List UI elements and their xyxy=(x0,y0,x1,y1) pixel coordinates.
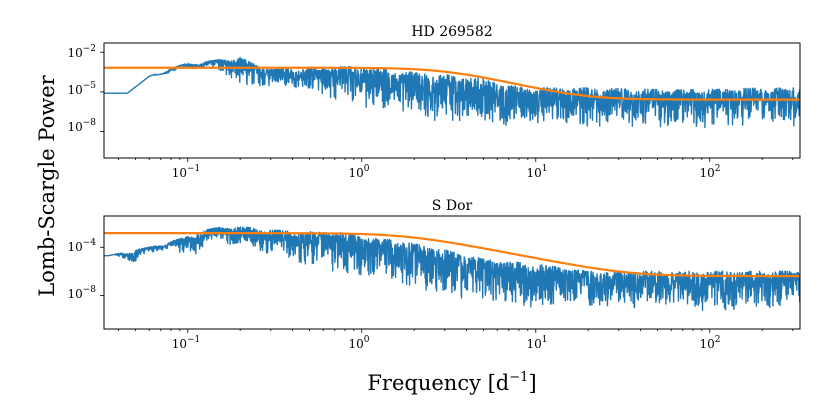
panel-title-s-dor: S Dor xyxy=(432,198,473,214)
y-tick-label: 10−8 xyxy=(67,285,96,301)
tick-marks xyxy=(100,51,794,162)
y-tick-label: 10−2 xyxy=(67,44,96,60)
periodogram-line xyxy=(104,226,800,311)
x-axis-label: Frequency [d−1] xyxy=(367,370,536,395)
series-layer xyxy=(104,56,800,129)
model-fit-line xyxy=(104,232,800,278)
series-layer xyxy=(104,226,800,311)
x-tick-label: 101 xyxy=(526,164,547,180)
y-axis-label: Lomb-Scargle Power xyxy=(35,74,59,296)
x-tick-label: 102 xyxy=(699,164,720,180)
tick-marks xyxy=(100,246,794,333)
x-axis: 10−1 100 101 102 xyxy=(172,335,721,351)
axes-frame xyxy=(103,215,801,330)
x-tick-label: 101 xyxy=(526,335,547,351)
axes-frame xyxy=(103,42,801,159)
panel-hd-269582: HD 269582 10−1 100 101 102 10−8 10−5 10−… xyxy=(67,24,801,180)
x-tick-label: 102 xyxy=(699,335,720,351)
y-tick-label: 10−4 xyxy=(67,238,96,254)
panel-title-hd-269582: HD 269582 xyxy=(411,24,492,40)
y-axis: 10−8 10−5 10−2 xyxy=(67,44,96,134)
x-tick-label: 10−1 xyxy=(172,164,201,180)
x-tick-label: 100 xyxy=(348,164,369,180)
y-tick-label: 10−8 xyxy=(67,118,96,134)
x-axis: 10−1 100 101 102 xyxy=(172,164,721,180)
y-tick-label: 10−5 xyxy=(67,81,96,97)
plot-area xyxy=(103,215,801,330)
y-axis: 10−8 10−4 xyxy=(67,238,96,301)
plot-area xyxy=(103,42,801,159)
x-tick-label: 10−1 xyxy=(172,335,201,351)
model-fit-line xyxy=(104,66,800,101)
periodogram-line xyxy=(104,56,800,129)
panel-s-dor: S Dor 10−1 100 101 102 10−8 10−4 xyxy=(67,198,801,351)
x-tick-label: 100 xyxy=(348,335,369,351)
